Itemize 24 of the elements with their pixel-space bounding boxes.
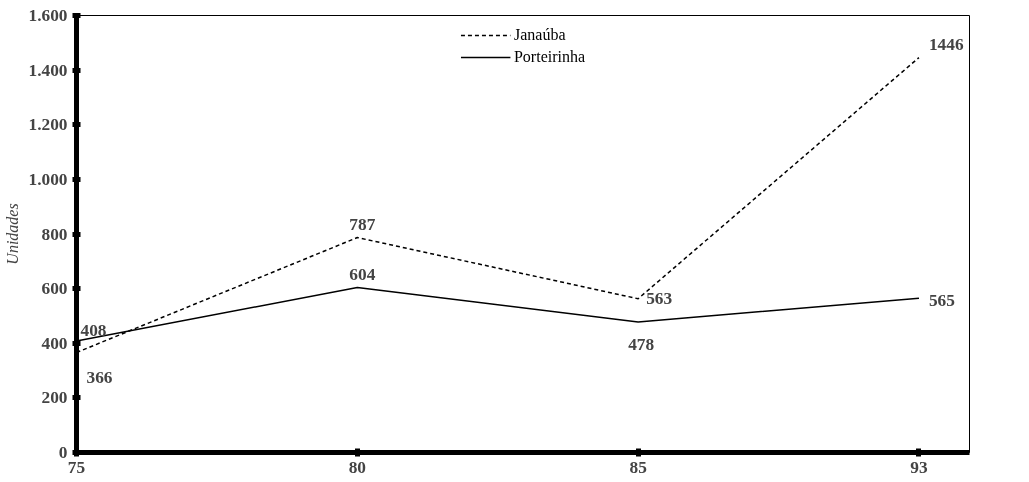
- y-tick-label: 0: [58, 443, 68, 462]
- data-label: 787: [349, 214, 376, 234]
- data-label: 366: [86, 367, 113, 387]
- y-tick-label: 1.000: [28, 169, 68, 189]
- data-label: 478: [628, 334, 655, 354]
- y-tick-label: 1.600: [28, 6, 68, 25]
- data-label: 1446: [928, 34, 964, 54]
- legend-label: Porteirinha: [513, 48, 586, 66]
- x-tick-label: 85: [629, 457, 648, 477]
- x-tick-label: 80: [348, 457, 366, 477]
- x-tick-label: 75: [67, 457, 86, 477]
- legend-label: Janaúba: [513, 26, 566, 44]
- y-tick-label: 200: [41, 388, 68, 408]
- y-tick-label: 600: [41, 279, 68, 299]
- y-tick-label: 1.200: [28, 115, 68, 135]
- data-label: 604: [349, 264, 376, 284]
- y-tick-label: 400: [41, 333, 68, 353]
- data-label: 565: [928, 291, 956, 311]
- x-tick-label: 93: [910, 457, 928, 477]
- y-tick-label: 1.400: [28, 60, 68, 80]
- data-label: 408: [80, 321, 107, 341]
- y-axis-title: Unidades: [3, 203, 21, 265]
- data-label: 563: [646, 288, 673, 308]
- y-tick-label: 800: [41, 224, 68, 244]
